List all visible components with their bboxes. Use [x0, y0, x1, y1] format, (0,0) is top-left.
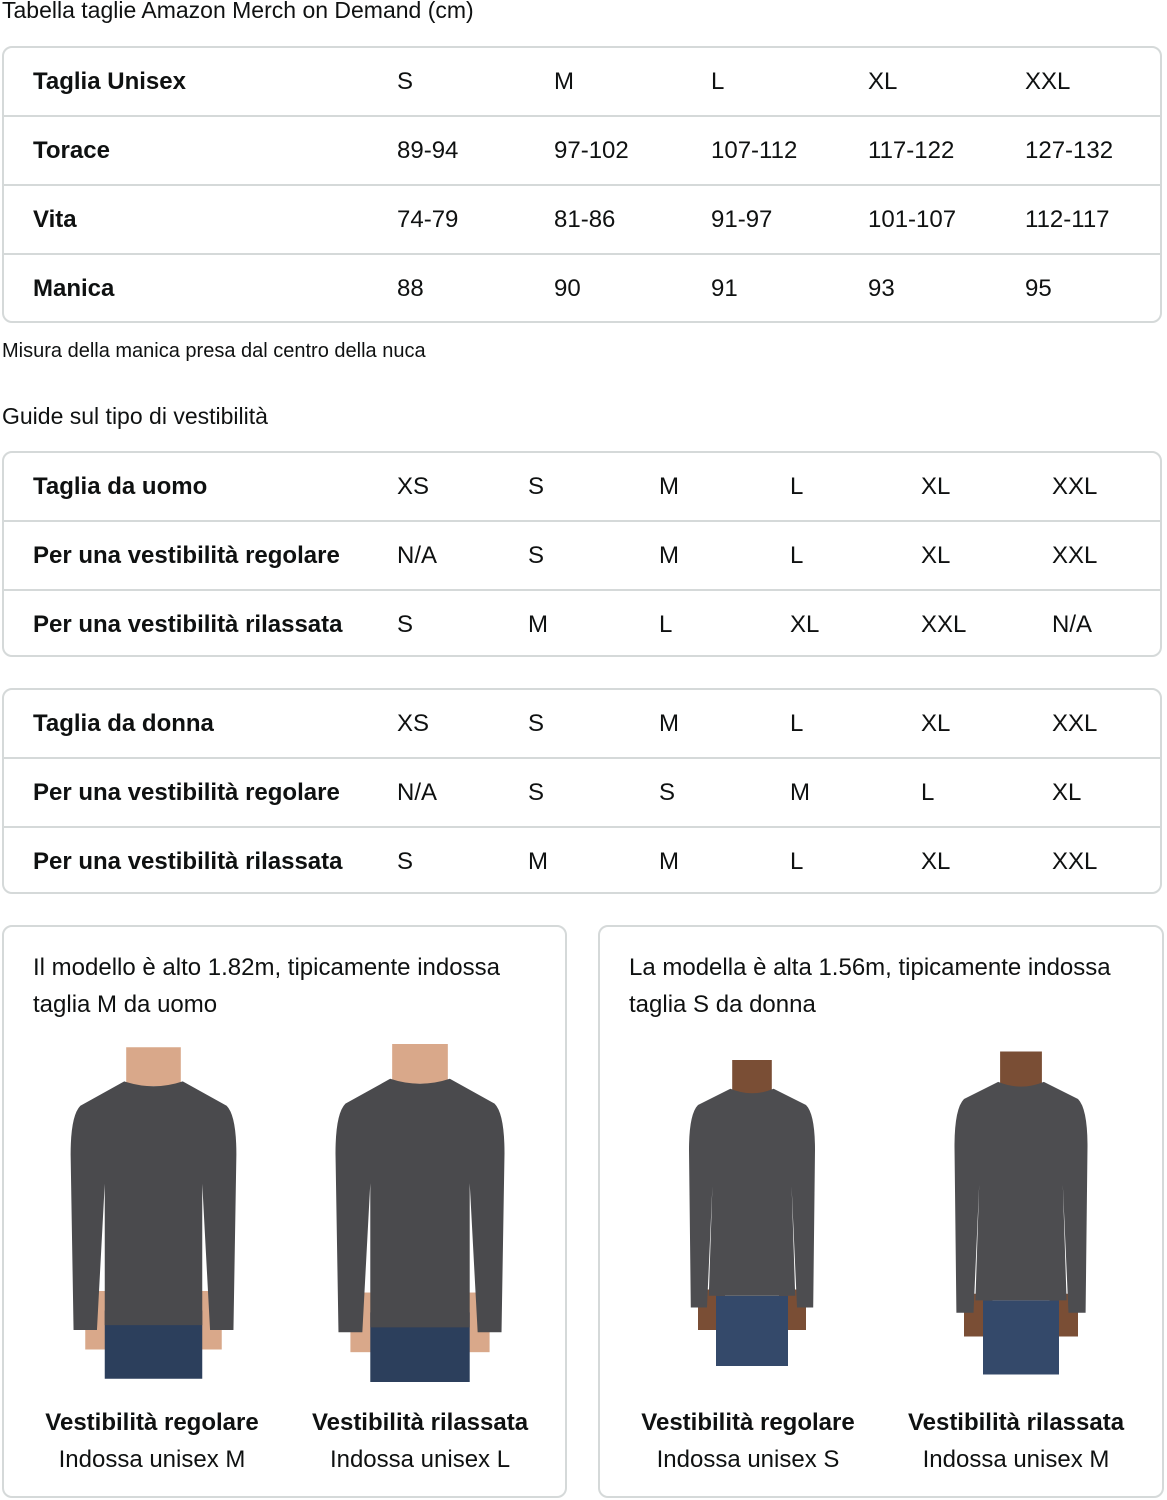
table-cell: N/A [1052, 611, 1093, 638]
table-cell: L [659, 611, 673, 638]
table-cell: M [659, 473, 679, 500]
row-label: Vita [33, 206, 77, 233]
table-cell: XL [790, 611, 820, 638]
table-cell: M [554, 68, 574, 95]
row-label: Torace [33, 137, 110, 164]
size-caption: Indossa unisex M [922, 1446, 1110, 1473]
table-cell: XL [921, 848, 951, 875]
table-cell: S [659, 779, 676, 806]
row-label: Per una vestibilità regolare [33, 779, 340, 806]
table-cell: S [397, 611, 414, 638]
table-row: Manica 88 90 91 93 95 [4, 255, 1160, 324]
fit-caption: Vestibilità rilassata [907, 1409, 1125, 1436]
table-cell: 97-102 [554, 137, 629, 164]
table-cell: M [659, 542, 679, 569]
male-model-card: Il modello è alto 1.82m, tipicamente ind… [2, 925, 567, 1498]
unisex-table-title: Tabella taglie Amazon Merch on Demand (c… [2, 0, 474, 23]
table-cell: M [528, 848, 548, 875]
fit-guide-title: Guide sul tipo di vestibilità [2, 403, 268, 429]
table-cell: 127-132 [1025, 137, 1114, 164]
table-row: Per una vestibilità rilassata S M L XL XXL N/A [4, 591, 1160, 660]
table-row: Taglia da uomo XS S M L XL XXL [4, 453, 1160, 522]
table-cell: 95 [1025, 275, 1052, 302]
fit-caption: Vestibilità regolare [45, 1409, 259, 1436]
fit-caption: Vestibilità rilassata [311, 1409, 529, 1436]
table-cell: L [921, 779, 935, 806]
table-cell: 90 [554, 275, 581, 302]
table-cell: M [659, 848, 679, 875]
table-cell: XS [397, 710, 430, 737]
table-cell: S [528, 542, 545, 569]
table-cell: M [790, 779, 810, 806]
table-cell: XXL [1052, 542, 1098, 569]
table-cell: N/A [397, 542, 438, 569]
unisex-size-table: Taglia Unisex S M L XL XXL Torace 89-94 97-102 10… [2, 46, 1162, 323]
table-cell: 88 [397, 275, 424, 302]
table-row: Per una vestibilità regolare N/A S S M L XL [4, 759, 1160, 828]
female-model-regular-fit-photo [662, 1044, 842, 1382]
women-fit-table: Taglia da donna XS S M L XL XXL Per una vestibi… [2, 688, 1162, 894]
table-cell: L [790, 848, 804, 875]
table-cell: N/A [397, 779, 438, 806]
table-row: Taglia da donna XS S M L XL XXL [4, 690, 1160, 759]
table-cell: XXL [1052, 848, 1098, 875]
male-model-regular-fit-photo [56, 1044, 251, 1382]
row-label: Per una vestibilità regolare [33, 542, 340, 569]
table-row: Per una vestibilità regolare N/A S M L XL XXL [4, 522, 1160, 591]
table-cell: S [528, 473, 545, 500]
table-cell: XS [397, 473, 430, 500]
sleeve-note: Misura della manica presa dal centro del… [2, 340, 426, 362]
table-cell: 101-107 [868, 206, 957, 233]
table-cell: 74-79 [397, 206, 459, 233]
size-caption: Indossa unisex M [58, 1446, 246, 1473]
table-cell: 107-112 [711, 137, 798, 164]
row-label: Taglia da uomo [33, 473, 208, 500]
table-cell: XXL [921, 611, 967, 638]
table-cell: XL [921, 710, 951, 737]
row-label: Taglia Unisex [33, 68, 186, 95]
table-cell: S [528, 710, 545, 737]
fit-caption: Vestibilità regolare [641, 1409, 855, 1436]
size-caption: Indossa unisex L [329, 1446, 511, 1473]
table-cell: L [790, 542, 804, 569]
table-row: Taglia Unisex S M L XL XXL [4, 48, 1160, 117]
size-caption: Indossa unisex S [656, 1446, 840, 1473]
table-cell: XL [1052, 779, 1082, 806]
table-cell: XXL [1052, 710, 1098, 737]
row-label: Per una vestibilità rilassata [33, 611, 343, 638]
female-model-card: La modella è alta 1.56m, tipicamente ind… [598, 925, 1164, 1498]
table-row: Per una vestibilità rilassata S M M L XL XXL [4, 828, 1160, 897]
table-cell: 112-117 [1025, 206, 1110, 233]
female-model-relaxed-fit-photo [926, 1044, 1116, 1382]
table-cell: M [659, 710, 679, 737]
table-cell: 117-122 [868, 137, 955, 164]
table-row: Torace 89-94 97-102 107-112 117-122 127-132 [4, 117, 1160, 186]
table-cell: XL [921, 542, 951, 569]
table-cell: S [528, 779, 545, 806]
table-cell: 81-86 [554, 206, 616, 233]
table-cell: XXL [1025, 68, 1071, 95]
table-row: Vita 74-79 81-86 91-97 101-107 112-117 [4, 186, 1160, 255]
men-fit-table: Taglia da uomo XS S M L XL XXL Per una vestibil… [2, 451, 1162, 657]
row-label: Manica [33, 275, 115, 302]
female-model-description: La modella è alta 1.56m, tipicamente ind… [629, 954, 1111, 1018]
table-cell: XL [868, 68, 898, 95]
table-cell: 93 [868, 275, 895, 302]
table-cell: S [397, 848, 414, 875]
male-model-description: Il modello è alto 1.82m, tipicamente ind… [33, 954, 500, 1018]
table-cell: XL [921, 473, 951, 500]
table-cell: 91-97 [711, 206, 773, 233]
row-label: Per una vestibilità rilassata [33, 848, 343, 875]
table-cell: L [711, 68, 725, 95]
table-cell: L [790, 710, 804, 737]
male-model-relaxed-fit-photo [320, 1044, 520, 1382]
table-cell: S [397, 68, 414, 95]
table-cell: L [790, 473, 804, 500]
table-cell: 89-94 [397, 137, 459, 164]
table-cell: XXL [1052, 473, 1098, 500]
row-label: Taglia da donna [33, 710, 214, 737]
table-cell: M [528, 611, 548, 638]
table-cell: 91 [711, 275, 738, 302]
